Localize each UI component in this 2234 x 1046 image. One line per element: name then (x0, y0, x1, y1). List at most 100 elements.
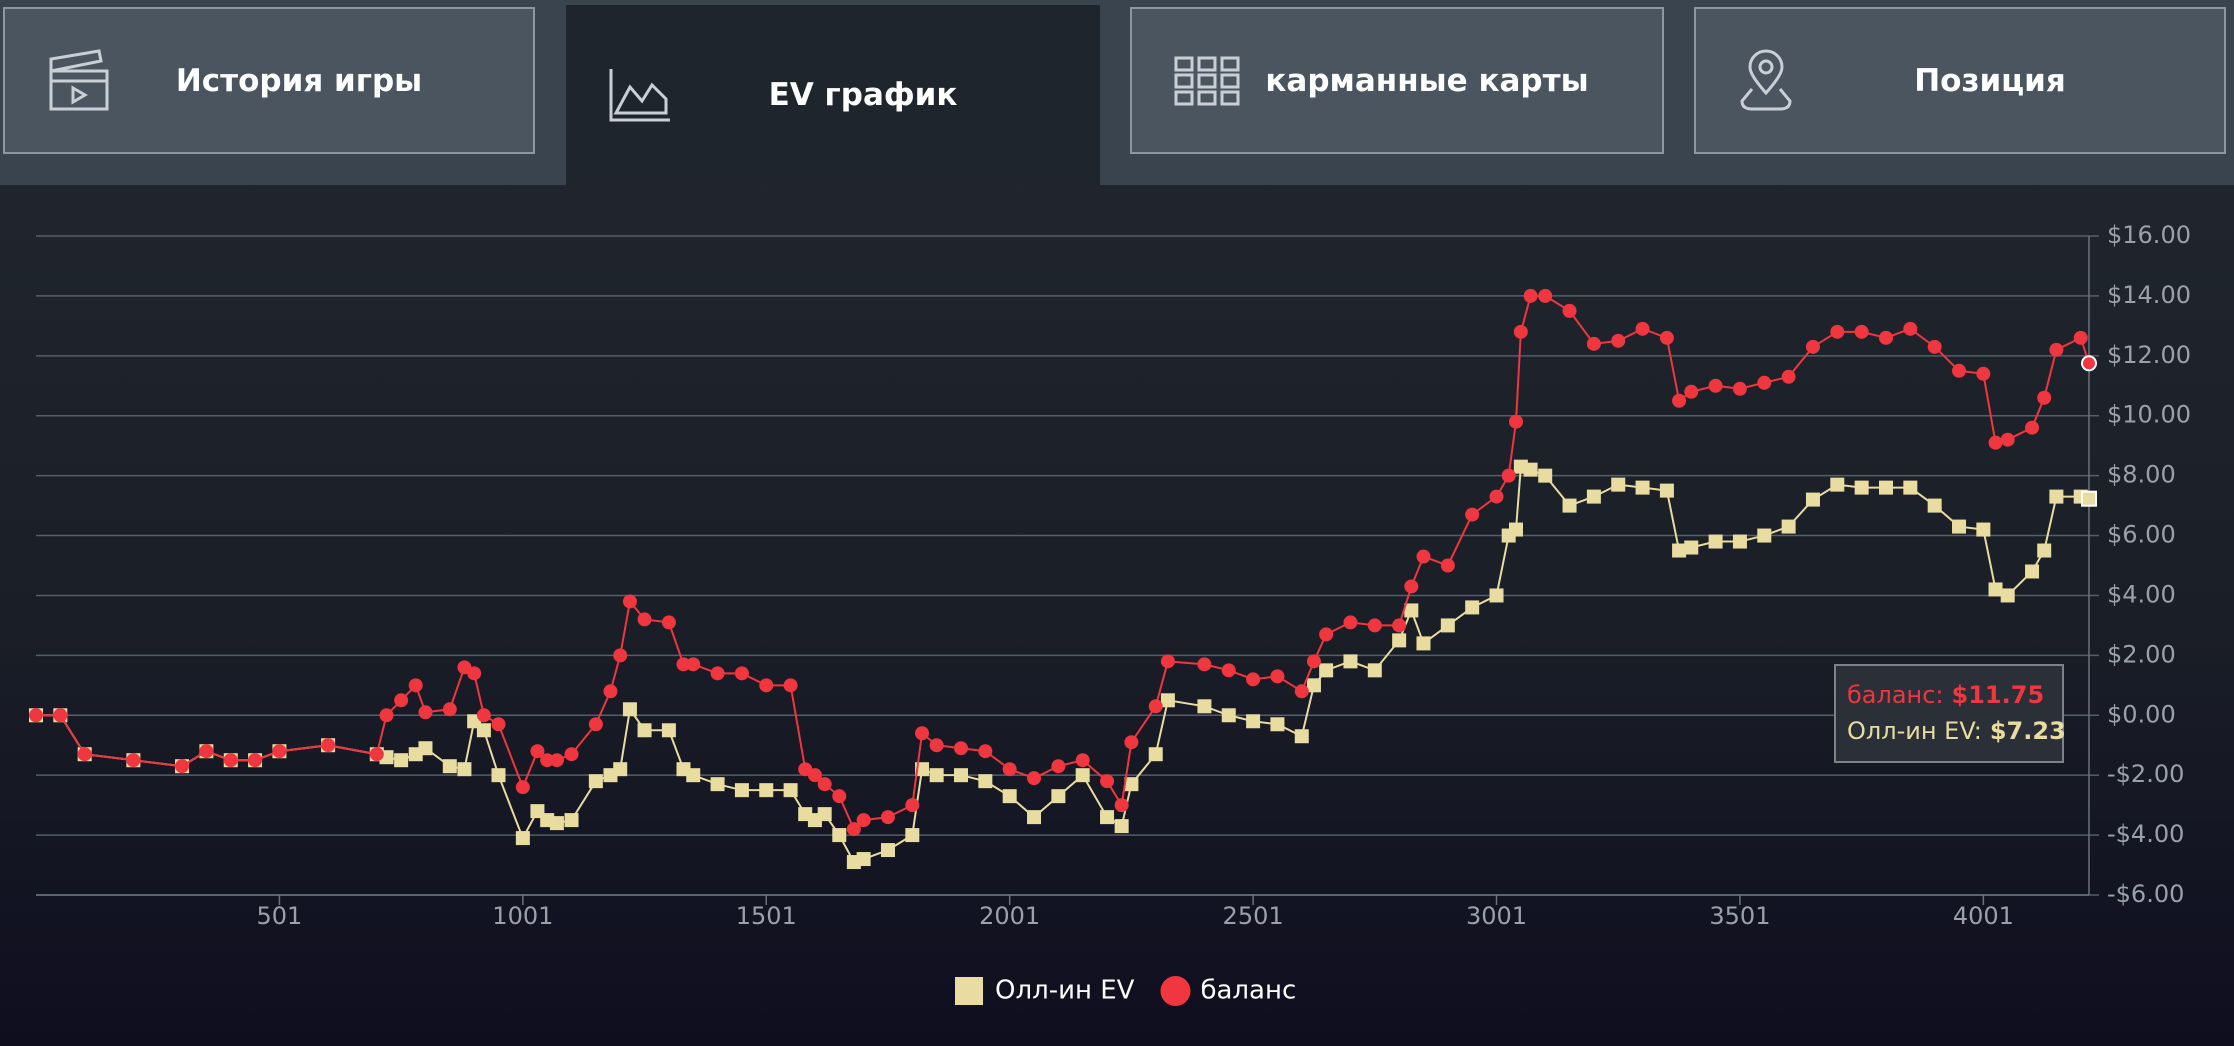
data-point (807, 768, 822, 783)
x-tick-label: 1001 (492, 902, 553, 930)
data-point (710, 777, 725, 792)
data-point (248, 753, 263, 768)
data-point (978, 774, 993, 789)
data-point (1538, 288, 1553, 303)
data-point (832, 828, 847, 843)
data-point (2049, 342, 2064, 357)
data-point (1197, 657, 1212, 672)
y-tick-label: $10.00 (2107, 401, 2191, 429)
data-point (637, 612, 652, 627)
data-point (1586, 489, 1601, 504)
data-point (126, 753, 141, 768)
data-point (2073, 330, 2088, 345)
tab-bar: История игры EV график карманные карты П… (0, 0, 2234, 185)
data-point (1635, 321, 1650, 336)
data-point (1489, 588, 1504, 603)
data-point (637, 723, 652, 738)
data-point (905, 828, 920, 843)
data-point (1465, 507, 1480, 522)
data-point (199, 744, 214, 759)
tab[interactable]: Позиция (1694, 7, 2226, 154)
data-point (929, 738, 944, 753)
data-point (1562, 498, 1577, 513)
data-point (1416, 636, 1431, 651)
data-point (1523, 462, 1538, 477)
data-point (1465, 600, 1480, 615)
data-point (272, 744, 287, 759)
data-point (832, 789, 847, 804)
x-tick-label: 3501 (1709, 902, 1770, 930)
data-point (1586, 336, 1601, 351)
data-point (408, 678, 423, 693)
data-point (1708, 534, 1723, 549)
y-tick-label: -$6.00 (2107, 880, 2184, 908)
tooltip-label: Олл-ин EV: (1847, 717, 1982, 745)
data-point (1659, 483, 1674, 498)
y-tick-label: $0.00 (2107, 700, 2176, 728)
data-point (1392, 633, 1407, 648)
data-point (817, 777, 832, 792)
data-point (1757, 528, 1772, 543)
x-tick-label: 2001 (979, 902, 1040, 930)
data-point (77, 747, 92, 762)
data-point (622, 702, 637, 717)
x-tick-label: 501 (257, 902, 303, 930)
data-point (2037, 543, 2052, 558)
data-point (515, 780, 530, 795)
legend-label: Олл-ин EV (995, 976, 1135, 1006)
data-point (1440, 618, 1455, 633)
tab-icon (609, 69, 670, 122)
data-point (1270, 717, 1285, 732)
data-point (1100, 810, 1115, 825)
data-point (1508, 414, 1523, 429)
data-point (1903, 480, 1918, 495)
tab-label: История игры (175, 62, 423, 99)
series-line (36, 294, 2090, 831)
data-point (2037, 390, 2052, 405)
data-point (953, 768, 968, 783)
tooltip-value: $7.23 (1990, 717, 2066, 745)
data-point (1100, 774, 1115, 789)
tab-icon (49, 48, 109, 110)
tab-icon (1174, 56, 1240, 105)
data-point (1404, 603, 1419, 618)
data-point (588, 717, 603, 732)
data-point (1878, 330, 1893, 345)
data-point (442, 702, 457, 717)
data-point (734, 783, 749, 798)
data-point (1732, 534, 1747, 549)
data-point (1294, 729, 1309, 744)
data-point (1367, 618, 1382, 633)
data-point (549, 753, 564, 768)
data-point (549, 816, 564, 831)
data-point (1489, 489, 1504, 504)
tab[interactable]: История игры (3, 7, 535, 154)
data-point (1124, 735, 1139, 750)
y-tick-label: $16.00 (2107, 221, 2191, 249)
data-point (1392, 618, 1407, 633)
data-point (856, 852, 871, 867)
data-point (2025, 420, 2040, 435)
data-point (1027, 771, 1042, 786)
data-point (661, 615, 676, 630)
tab[interactable]: карманные карты (1130, 7, 1664, 154)
data-point (476, 723, 491, 738)
data-point (1148, 747, 1163, 762)
data-point (53, 708, 68, 723)
data-point (1878, 480, 1893, 495)
data-point (1523, 288, 1538, 303)
data-point (1988, 582, 2003, 597)
data-point (1124, 777, 1139, 792)
data-point (394, 693, 409, 708)
x-tick-label: 4001 (1953, 902, 2014, 930)
data-point (223, 753, 238, 768)
data-point (1659, 330, 1674, 345)
data-point (515, 831, 530, 846)
tab[interactable]: EV график (566, 5, 1100, 185)
data-point (1562, 303, 1577, 318)
data-point (856, 813, 871, 828)
data-point (613, 762, 628, 777)
data-point (588, 774, 603, 789)
data-point (530, 744, 545, 759)
data-point (1976, 522, 1991, 537)
